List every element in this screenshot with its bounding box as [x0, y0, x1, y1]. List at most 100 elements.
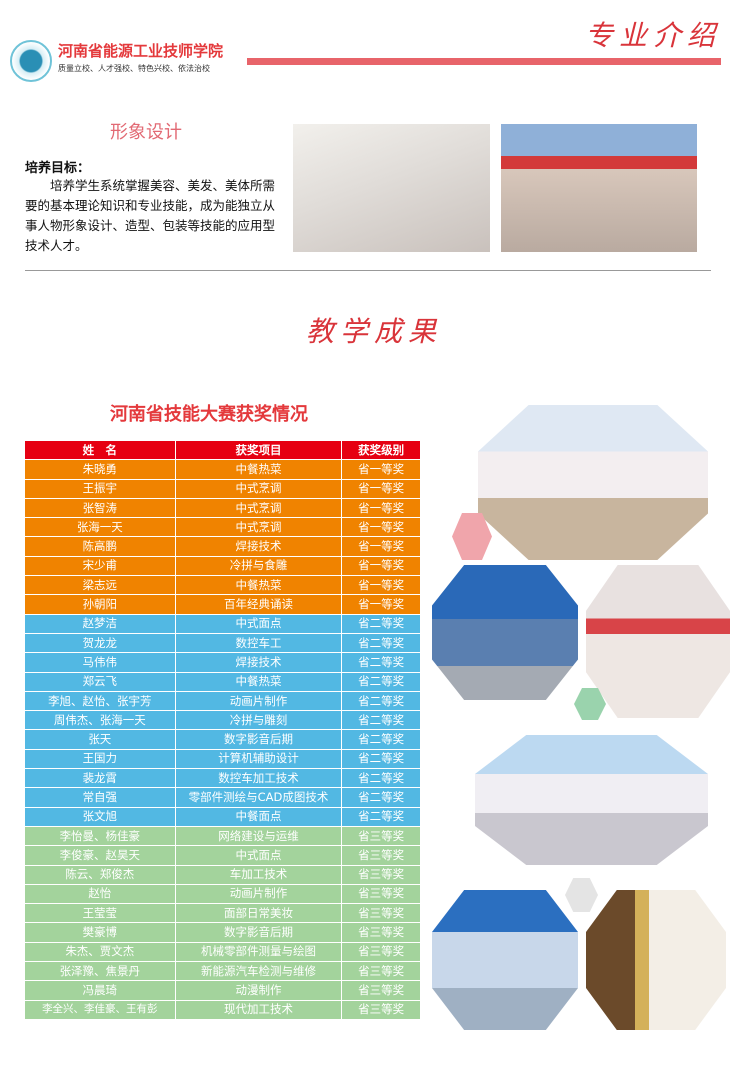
cell-level: 省二等奖: [341, 652, 421, 673]
table-row: 赵梦洁 中式面点 省二等奖: [24, 613, 421, 634]
competition-photo-award: [432, 565, 578, 700]
cell-name: 张智涛: [24, 497, 176, 519]
table-row: 李旭、赵怡、张宇芳 动画片制作 省二等奖: [24, 690, 421, 712]
cell-name: 宋少甫: [24, 555, 176, 577]
cell-event: 动画片制作: [174, 883, 343, 905]
table-row: 陈高鹏 焊接技术 省一等奖: [24, 536, 421, 557]
cell-event: 计算机辅助设计: [174, 748, 343, 770]
cell-name: 张天: [24, 729, 176, 750]
competition-photo-2024: [475, 735, 708, 865]
cell-level: 省二等奖: [341, 729, 421, 750]
cell-name: 张泽豫、焦景丹: [24, 961, 176, 982]
cell-event: 中式面点: [174, 613, 343, 634]
cell-event: 冷拼与食雕: [174, 555, 343, 577]
cell-level: 省三等奖: [341, 961, 421, 982]
cell-event: 中餐热菜: [174, 575, 343, 596]
table-row: 赵怡 动画片制作 省三等奖: [24, 883, 421, 905]
cell-level: 省二等奖: [341, 806, 421, 827]
cell-event: 焊接技术: [174, 652, 343, 673]
table-row: 郑云飞 中餐热菜 省二等奖: [24, 671, 421, 692]
cell-level: 省一等奖: [341, 459, 421, 480]
cell-level: 省二等奖: [341, 748, 421, 770]
table-row: 张泽豫、焦景丹 新能源汽车检测与维修 省三等奖: [24, 961, 421, 982]
cell-level: 省二等奖: [341, 613, 421, 634]
achievements-title: 教学成果: [305, 315, 442, 348]
school-name: 河南省能源工业技师学院: [58, 42, 224, 60]
col-level: 获奖级别: [341, 439, 421, 461]
cell-name: 李旭、赵怡、张宇芳: [24, 690, 176, 712]
competition-photo-cooking: [478, 405, 708, 560]
table-row: 贺龙龙 数控车工 省二等奖: [24, 632, 421, 654]
cell-level: 省三等奖: [341, 922, 421, 943]
cell-level: 省二等奖: [341, 710, 421, 731]
table-row: 冯晨琦 动漫制作 省三等奖: [24, 980, 421, 1001]
cell-name: 朱晓勇: [24, 459, 176, 480]
cell-level: 省二等奖: [341, 671, 421, 692]
cell-event: 网络建设与运维: [174, 825, 343, 847]
goal-label: 培养目标：: [25, 161, 91, 176]
cell-name: 孙朝阳: [24, 594, 176, 615]
table-row: 张智涛 中式烹调 省一等奖: [24, 497, 421, 519]
cell-level: 省三等奖: [341, 883, 421, 905]
table-row: 周伟杰、张海一天 冷拼与雕刻 省二等奖: [24, 710, 421, 731]
cell-level: 省一等奖: [341, 594, 421, 615]
cell-name: 张文旭: [24, 806, 176, 827]
cell-name: 李俊豪、赵昊天: [24, 845, 176, 866]
col-name: 姓 名: [24, 439, 176, 461]
trophy-certificate-photo: [586, 890, 726, 1030]
cell-name: 朱杰、贾文杰: [24, 941, 176, 963]
table-row: 李怡曼、杨佳豪 网络建设与运维 省三等奖: [24, 825, 421, 847]
major-name: 形象设计: [110, 122, 182, 143]
cell-level: 省三等奖: [341, 825, 421, 847]
cell-name: 陈高鹏: [24, 536, 176, 557]
cell-event: 中餐热菜: [174, 459, 343, 480]
cell-name: 王莹莹: [24, 903, 176, 924]
cell-level: 省一等奖: [341, 478, 421, 499]
costume-show-photo: [501, 124, 697, 252]
cell-event: 动画片制作: [174, 690, 343, 712]
table-row: 常自强 零部件测绘与CAD成图技术 省二等奖: [24, 787, 421, 808]
cell-level: 省二等奖: [341, 690, 421, 712]
cell-event: 新能源汽车检测与维修: [174, 961, 343, 982]
cell-event: 数字影音后期: [174, 922, 343, 943]
table-row: 裴龙霄 数控车加工技术 省二等奖: [24, 768, 421, 789]
table-header: 姓 名 获奖项目 获奖级别: [24, 439, 421, 461]
cell-event: 中式烹调: [174, 517, 343, 538]
header-bar: [247, 58, 721, 65]
table-row: 马伟伟 焊接技术 省二等奖: [24, 652, 421, 673]
cell-level: 省三等奖: [341, 980, 421, 1001]
cell-level: 省一等奖: [341, 536, 421, 557]
cell-name: 陈云、郑俊杰: [24, 864, 176, 885]
school-logo: [10, 40, 52, 82]
decor-hexagon: [565, 878, 598, 912]
cell-name: 赵怡: [24, 883, 176, 905]
table-row: 梁志远 中餐热菜 省一等奖: [24, 575, 421, 596]
cell-name: 樊豪博: [24, 922, 176, 943]
table-row: 张海一天 中式烹调 省一等奖: [24, 517, 421, 538]
awards-title: 河南省技能大赛获奖情况: [110, 404, 308, 425]
cell-name: 常自强: [24, 787, 176, 808]
makeup-class-photo: [293, 124, 490, 252]
table-row: 李全兴、李佳豪、王有彭 现代加工技术 省三等奖: [24, 999, 421, 1020]
cell-name: 李怡曼、杨佳豪: [24, 825, 176, 847]
cell-event: 车加工技术: [174, 864, 343, 885]
table-row: 朱杰、贾文杰 机械零部件测量与绘图 省三等奖: [24, 941, 421, 963]
cell-name: 周伟杰、张海一天: [24, 710, 176, 731]
cell-event: 百年经典诵读: [174, 594, 343, 615]
cell-name: 郑云飞: [24, 671, 176, 692]
cell-event: 零部件测绘与CAD成图技术: [174, 787, 343, 808]
cell-event: 动漫制作: [174, 980, 343, 1001]
col-event: 获奖项目: [174, 439, 343, 461]
school-motto: 质量立校、人才强校、特色兴校、依法治校: [58, 64, 210, 73]
table-row: 陈云、郑俊杰 车加工技术 省三等奖: [24, 864, 421, 885]
cell-event: 中式烹调: [174, 497, 343, 519]
cell-level: 省二等奖: [341, 787, 421, 808]
divider: [25, 270, 711, 271]
cell-event: 冷拼与雕刻: [174, 710, 343, 731]
cell-event: 焊接技术: [174, 536, 343, 557]
cell-name: 梁志远: [24, 575, 176, 596]
cell-event: 中餐热菜: [174, 671, 343, 692]
cell-event: 中式面点: [174, 845, 343, 866]
cell-event: 中餐面点: [174, 806, 343, 827]
